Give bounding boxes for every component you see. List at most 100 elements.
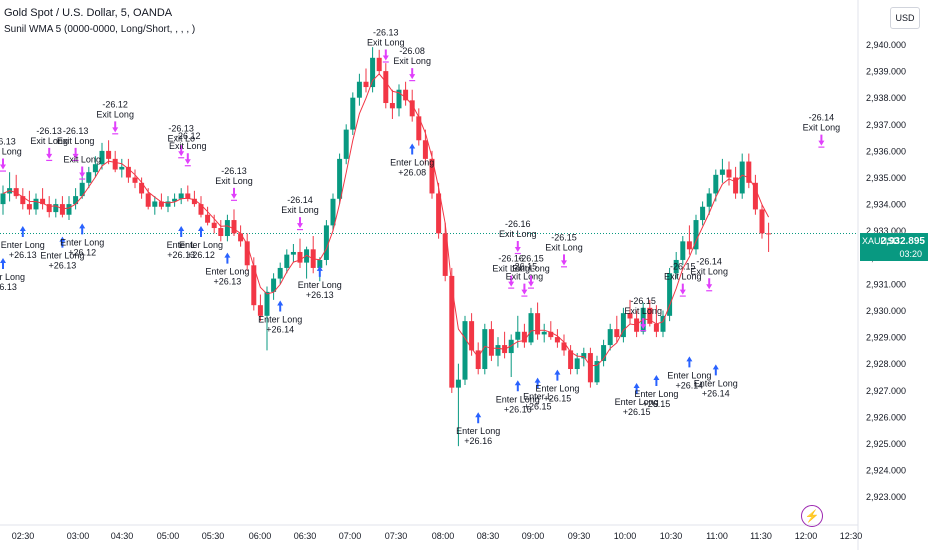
exit-long-arrow bbox=[46, 147, 53, 159]
exit-long-arrow bbox=[79, 166, 86, 178]
exit-long-pnl: -26.13 bbox=[221, 166, 247, 176]
enter-long-arrow bbox=[653, 374, 660, 386]
enter-long-label: Enter Long bbox=[634, 389, 678, 399]
enter-long-pnl: +26.16 bbox=[464, 436, 492, 446]
candle-body bbox=[99, 150, 105, 165]
candle-body bbox=[106, 150, 112, 159]
candle-body bbox=[752, 182, 758, 210]
exit-long-arrow bbox=[706, 278, 713, 290]
exit-long-label: Exit Long bbox=[492, 264, 530, 274]
exit-long-pnl: -26.15 bbox=[512, 262, 538, 272]
exit-long-arrow bbox=[561, 254, 567, 266]
exit-long-label: Exit Long bbox=[63, 155, 101, 165]
exit-long-label: Exit Long bbox=[96, 109, 134, 119]
candle-body bbox=[244, 241, 250, 266]
candle-body bbox=[323, 225, 329, 260]
exit-long-arrow bbox=[231, 187, 237, 199]
candle-body bbox=[713, 174, 719, 194]
exit-long-arrow bbox=[0, 158, 6, 170]
candle-body bbox=[284, 254, 290, 268]
exit-long-arrow bbox=[521, 283, 528, 295]
candle-body bbox=[330, 198, 336, 226]
candle-body bbox=[73, 196, 79, 205]
candle-body bbox=[66, 204, 72, 215]
enter-long-arrow bbox=[19, 226, 26, 238]
exit-long-label: Exit Long bbox=[281, 205, 319, 215]
enter-long-pnl: +26.13 bbox=[306, 290, 334, 300]
candle-body bbox=[112, 158, 118, 170]
candle-body bbox=[409, 100, 415, 117]
x-tick-label: 12:00 bbox=[795, 531, 818, 541]
candle-body bbox=[132, 177, 138, 183]
y-tick-label: 2,929.000 bbox=[866, 333, 906, 343]
lightning-bolt-icon[interactable]: ⚡ bbox=[801, 505, 823, 527]
candle-body bbox=[356, 81, 362, 98]
exit-long-pnl: -26.14 bbox=[696, 256, 722, 266]
x-tick-label: 09:30 bbox=[568, 531, 591, 541]
candle-body bbox=[26, 204, 32, 210]
enter-long-label: Enter Long bbox=[60, 237, 104, 247]
exit-long-label: Exit Lo bbox=[167, 133, 195, 143]
candle-body bbox=[13, 188, 19, 197]
candle-body bbox=[40, 198, 46, 205]
enter-long-pnl: +26.13 bbox=[214, 277, 242, 287]
candle-body bbox=[686, 241, 692, 250]
enter-long-pnl: +26.15 bbox=[544, 394, 572, 404]
enter-long-pnl: +26.13 bbox=[9, 250, 37, 260]
enter-long-pnl: +26.13 bbox=[0, 282, 17, 292]
exit-long-arrow bbox=[679, 283, 686, 295]
candle-body bbox=[521, 331, 527, 343]
enter-long-label: Enter Long bbox=[496, 394, 540, 404]
y-tick-label: 2,925.000 bbox=[866, 439, 906, 449]
enter-long-pnl: +26.14 bbox=[266, 325, 294, 335]
enter-long-arrow bbox=[178, 226, 185, 238]
last-price-label: XAUUSD 2,932.895 03:20 bbox=[860, 233, 928, 261]
symbol-title[interactable]: Gold Spot / U.S. Dollar, 5, OANDA bbox=[4, 7, 173, 19]
y-tick-label: 2,939.000 bbox=[866, 67, 906, 77]
price-tag-symbol: XAUUSD bbox=[862, 236, 900, 246]
candle-body bbox=[92, 164, 98, 173]
x-tick-label: 05:30 bbox=[202, 531, 225, 541]
x-tick-label: 10:00 bbox=[614, 531, 637, 541]
x-tick-label: 03:00 bbox=[67, 531, 90, 541]
exit-long-pnl: -26.13 bbox=[373, 28, 399, 38]
candle-body bbox=[660, 315, 666, 332]
x-tick-label: 12:30 bbox=[840, 531, 863, 541]
enter-long-pnl: +26.12 bbox=[187, 250, 215, 260]
indicator-legend[interactable]: Sunil WMA 5 (0000-0000, Long/Short, , , … bbox=[4, 24, 196, 35]
exit-long-label: Exit Long bbox=[512, 264, 550, 274]
enter-long-label: Enter Long bbox=[258, 315, 302, 325]
exit-long-pnl: -26.16 bbox=[498, 254, 524, 264]
exit-long-pnl: -26.15 bbox=[551, 232, 577, 242]
candle-body bbox=[442, 233, 448, 276]
y-tick-label: 2,933.000 bbox=[866, 226, 906, 236]
enter-long-pnl: +26.15 bbox=[524, 402, 552, 412]
candle-body bbox=[475, 350, 481, 370]
exit-long-arrow bbox=[640, 318, 647, 330]
exit-long-arrow bbox=[72, 147, 79, 159]
candle-body bbox=[165, 201, 171, 207]
enter-long-pnl: +26.15 bbox=[643, 399, 671, 409]
candle-body bbox=[515, 331, 521, 340]
enter-long-label: Enter Long bbox=[205, 267, 249, 277]
candle-body bbox=[541, 331, 547, 335]
enter-long-arrow bbox=[712, 364, 719, 376]
enter-long-label: Enter Long bbox=[535, 384, 579, 394]
candle-body bbox=[766, 233, 772, 235]
enter-long-label: Enter L bbox=[523, 392, 552, 402]
candle-body bbox=[746, 161, 752, 183]
currency-button[interactable]: USD bbox=[890, 7, 920, 29]
candle-body bbox=[158, 201, 164, 207]
price-tag-value: 2,932.895 bbox=[880, 236, 926, 247]
candle-body bbox=[396, 89, 402, 109]
x-tick-label: 06:00 bbox=[249, 531, 272, 541]
y-tick-label: 2,931.000 bbox=[866, 279, 906, 289]
enter-long-label: Enter Long bbox=[298, 280, 342, 290]
exit-long-pnl: -26.13 bbox=[0, 137, 16, 147]
candle-body bbox=[673, 259, 679, 274]
candle-body bbox=[488, 329, 494, 356]
enter-long-label: Enter Long bbox=[694, 378, 738, 388]
enter-long-pnl: +26.13 bbox=[167, 250, 195, 260]
